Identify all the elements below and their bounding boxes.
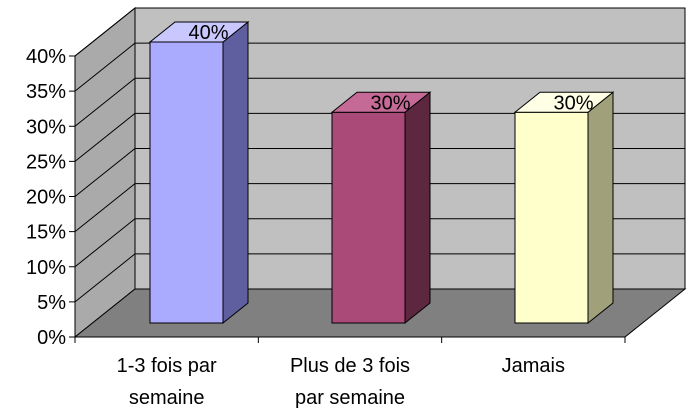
gridline	[74, 183, 685, 233]
bar-top	[330, 91, 432, 113]
bar-front	[331, 111, 406, 324]
y-tick-label: 20%	[26, 187, 66, 209]
y-tick-label: 25%	[26, 151, 66, 173]
gridline	[74, 218, 685, 268]
category-label: semaine	[129, 387, 205, 409]
gridline	[74, 42, 685, 92]
gridline	[74, 7, 685, 57]
gridline	[74, 148, 685, 197]
y-tick-label: 0%	[37, 327, 66, 349]
y-tick-label: 30%	[26, 116, 66, 138]
bar-front	[149, 41, 224, 324]
bar	[330, 91, 432, 325]
bar-side	[222, 20, 249, 325]
y-tick-label: 35%	[26, 81, 66, 103]
y-tick-label: 10%	[26, 257, 66, 279]
bar-top	[513, 91, 615, 113]
data-label: 40%	[188, 22, 228, 44]
category-label: par semaine	[295, 387, 405, 409]
bars	[148, 20, 615, 325]
category-labels: 1-3 fois par semaine Plus de 3 fois par sem…	[117, 355, 565, 409]
bar-front	[514, 111, 589, 324]
gridline	[74, 112, 685, 162]
data-labels: 40% 30% 30%	[188, 22, 593, 114]
category-label: Plus de 3 fois	[290, 355, 410, 377]
data-label: 30%	[370, 92, 410, 114]
category-label: 1-3 fois par	[117, 355, 217, 377]
y-tick-label: 5%	[37, 292, 66, 314]
data-label: 30%	[553, 92, 593, 114]
category-label: Jamais	[502, 355, 565, 377]
bar-top	[148, 21, 250, 43]
gridline	[74, 253, 685, 303]
bar	[513, 91, 615, 325]
gridline	[74, 77, 685, 127]
bar-side	[587, 91, 614, 325]
y-tick-label: 40%	[26, 46, 66, 68]
y-axis	[69, 55, 626, 343]
bar-side	[404, 91, 431, 325]
gridlines	[74, 7, 685, 303]
bar	[148, 20, 250, 325]
y-tick-labels: 0% 5% 10% 15% 20% 25% 30% 35% 40%	[26, 46, 66, 349]
y-tick-label: 15%	[26, 222, 66, 244]
